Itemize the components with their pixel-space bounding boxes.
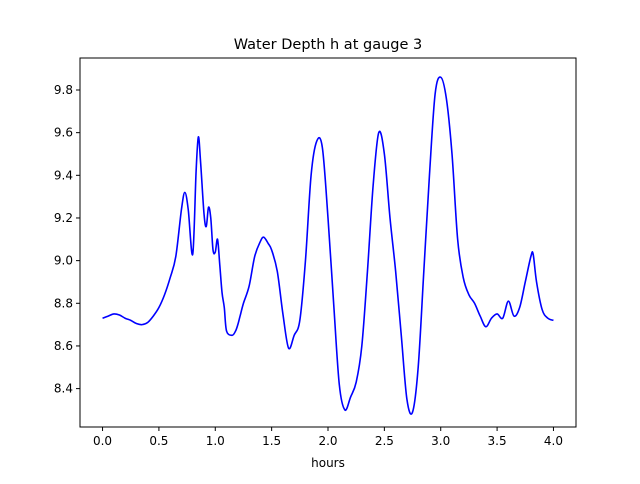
x-axis-label: hours [311,456,345,470]
x-tick-label: 0.5 [149,434,168,448]
y-tick-label: 9.2 [54,211,73,225]
y-tick-label: 9.0 [54,254,73,268]
y-axis: 8.4 8.6 8.8 9.0 9.2 9.4 9.6 9.8 [54,83,80,396]
x-tick-label: 3.5 [488,434,507,448]
x-tick-label: 2.0 [318,434,337,448]
y-tick-label: 8.6 [54,339,73,353]
x-tick-label: 1.5 [262,434,281,448]
x-tick-label: 4.0 [544,434,563,448]
x-axis: 0.0 0.5 1.0 1.5 2.0 2.5 3.0 3.5 4.0 [93,427,563,448]
series-layer [102,76,554,415]
series-line [102,76,554,415]
x-tick-label: 3.0 [431,434,450,448]
y-tick-label: 9.8 [54,83,73,97]
y-tick-label: 8.4 [54,382,73,396]
y-tick-label: 8.8 [54,296,73,310]
y-tick-label: 9.4 [54,168,73,182]
x-tick-label: 0.0 [93,434,112,448]
x-tick-label: 2.5 [375,434,394,448]
x-tick-label: 1.0 [206,434,225,448]
y-tick-label: 9.6 [54,126,73,140]
chart-title: Water Depth h at gauge 3 [234,37,422,53]
